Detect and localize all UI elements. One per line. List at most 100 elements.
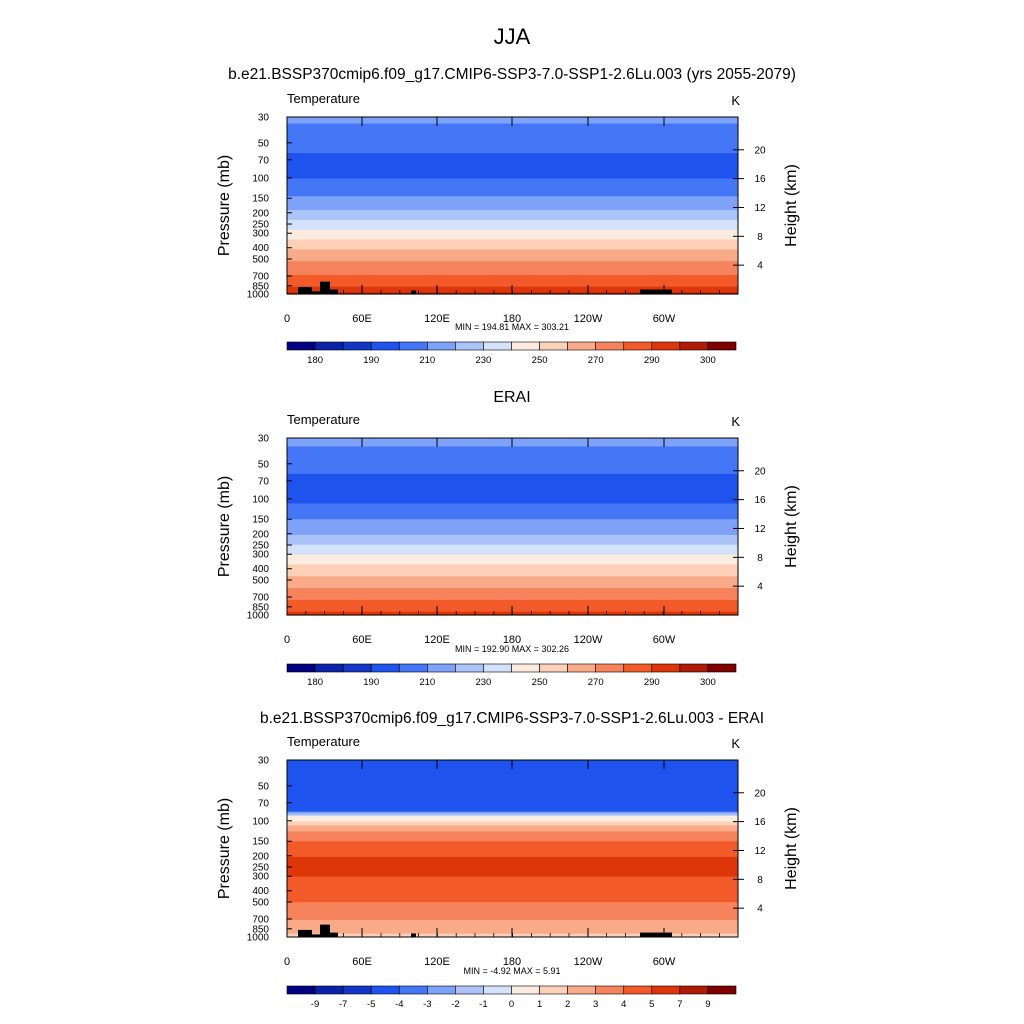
- pressure-tick-label: 200: [252, 529, 269, 540]
- colorbar-swatch: [286, 341, 316, 351]
- colorbar-swatch: [427, 663, 456, 673]
- field-band: [287, 783, 738, 787]
- field-band: [287, 795, 738, 798]
- field-band: [287, 544, 738, 547]
- pressure-axis-label: Pressure (mb): [216, 476, 233, 577]
- field-band: [287, 830, 738, 834]
- colorbar-swatch: [651, 341, 681, 351]
- field-band: [287, 868, 738, 871]
- height-tick-label: 12: [754, 846, 766, 857]
- field-band: [287, 793, 738, 796]
- pressure-tick-label: 500: [252, 898, 269, 909]
- field-band: [287, 493, 738, 496]
- field-band: [287, 191, 738, 195]
- colorbar-label: 290: [644, 355, 660, 366]
- field-band: [287, 824, 738, 828]
- field-band: [287, 828, 738, 832]
- field-band: [287, 126, 738, 130]
- height-tick-label: 4: [757, 582, 763, 593]
- field-band: [287, 223, 738, 226]
- pressure-tick-label: 500: [252, 576, 269, 587]
- pressure-tick-label: 100: [252, 816, 269, 827]
- field-band: [287, 850, 738, 854]
- field-band: [287, 272, 738, 275]
- field-band: [287, 887, 738, 891]
- pressure-tick-label: 200: [252, 851, 269, 862]
- panel-1: b.e21.BSSP370cmip6.f09_g17.CMIP6-SSP3-7.…: [216, 66, 800, 366]
- field-band: [287, 266, 738, 270]
- field-band: [287, 797, 738, 800]
- field-band: [287, 893, 738, 897]
- field-band: [287, 530, 738, 533]
- field-band: [287, 447, 738, 451]
- field-band: [287, 879, 738, 883]
- pressure-tick-label: 400: [252, 886, 269, 897]
- colorbar-label: -5: [367, 999, 375, 1010]
- field-band: [287, 502, 738, 506]
- field-band: [287, 498, 738, 502]
- field-band: [287, 516, 738, 520]
- field-band: [287, 459, 738, 463]
- field-band: [287, 917, 738, 920]
- field-band: [287, 181, 738, 185]
- pressure-tick-label: 1000: [247, 290, 270, 301]
- field-band: [287, 280, 738, 283]
- field-band: [287, 221, 738, 224]
- field-band: [287, 136, 738, 140]
- field-band: [287, 130, 738, 134]
- colorbar-label: -9: [311, 999, 319, 1010]
- colorbar-swatch: [707, 985, 737, 995]
- pressure-tick-label: 700: [252, 272, 269, 283]
- field-band: [287, 219, 738, 222]
- colorbar-swatch: [342, 985, 372, 995]
- field-band: [287, 477, 738, 480]
- field-band: [287, 195, 738, 199]
- pressure-tick-label: 700: [252, 593, 269, 604]
- lon-tick-label: 180: [503, 634, 521, 646]
- field-band: [287, 256, 738, 260]
- field-band: [287, 150, 738, 153]
- height-axis-label: Height (km): [783, 485, 800, 568]
- colorbar-swatch: [539, 985, 568, 995]
- field-band: [287, 461, 738, 465]
- field-band: [287, 185, 738, 189]
- panel-3-colorbar: -9 -7 -5 -4 -3 -2 -1 0 1 2 3 4 5 7 9: [286, 985, 737, 1010]
- field-band: [287, 559, 738, 563]
- pressure-tick-label: 250: [252, 220, 269, 231]
- field-band: [287, 832, 738, 836]
- field-band: [287, 242, 738, 246]
- field-band: [287, 842, 738, 846]
- field-band: [287, 536, 738, 539]
- field-band: [287, 162, 738, 165]
- field-band: [287, 166, 738, 169]
- field-band: [287, 889, 738, 893]
- field-band: [287, 846, 738, 850]
- colorbar-swatch: [286, 663, 316, 673]
- field-band: [287, 449, 738, 453]
- field-band: [287, 236, 738, 240]
- field-band: [287, 512, 738, 516]
- field-band: [287, 225, 738, 228]
- field-band: [287, 254, 738, 258]
- panel-3-title: b.e21.BSSP370cmip6.f09_g17.CMIP6-SSP3-7.…: [260, 710, 764, 727]
- colorbar-swatch: [342, 663, 372, 673]
- terrain-mask: [411, 933, 416, 937]
- panel-2-colorbar: 180 190 210 230 250 270 290 300: [286, 663, 737, 688]
- field-band: [287, 838, 738, 842]
- field-band: [287, 278, 738, 281]
- colorbar-label: 2: [565, 999, 570, 1010]
- field-band: [287, 473, 738, 476]
- colorbar-label: -3: [423, 999, 431, 1010]
- colorbar-label: 190: [363, 355, 379, 366]
- field-band: [287, 453, 738, 457]
- colorbar-swatch: [567, 663, 596, 673]
- pressure-tick-label: 100: [252, 173, 269, 184]
- colorbar-swatch: [623, 663, 653, 673]
- field-band: [287, 552, 738, 555]
- field-band: [287, 771, 738, 775]
- field-band: [287, 142, 738, 146]
- field-band: [287, 518, 738, 522]
- field-band: [287, 207, 738, 211]
- colorbar-swatch: [483, 985, 512, 995]
- field-band: [287, 248, 738, 252]
